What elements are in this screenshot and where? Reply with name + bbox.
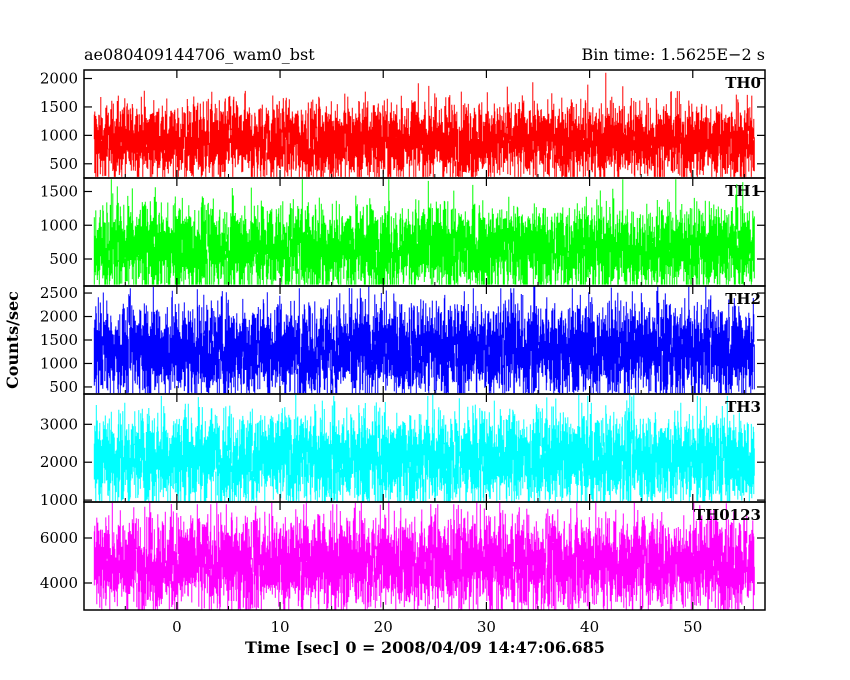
panel-th0123: 4000 6000 TH0123: [40, 501, 766, 611]
panel-label-th0123: TH0123: [694, 506, 761, 524]
panel-th3: 1000 2000 3000 TH3: [40, 393, 766, 509]
y-tick-label: 1000: [40, 491, 78, 509]
y-tick-label: 6000: [40, 529, 78, 547]
series-th2-line: [93, 286, 755, 394]
y-tick-label: 500: [49, 378, 78, 396]
panel-frame: [83, 501, 766, 611]
x-tick-label: 40: [580, 618, 599, 636]
y-tick-label: 1000: [40, 354, 78, 372]
series-th1-line: [93, 179, 755, 285]
panel-label-th1: TH1: [725, 182, 761, 200]
y-axis-label: Counts/sec: [3, 291, 22, 389]
y-tick-label: 1500: [40, 183, 78, 201]
panel-label-th2: TH2: [725, 290, 761, 308]
bin-time-label: Bin time: 1.5625E−2 s: [582, 45, 765, 64]
y-tick-label: 500: [49, 250, 78, 268]
series-th3-line: [93, 394, 755, 502]
y-tick-label: 1000: [40, 126, 78, 144]
y-tick-label: 2000: [40, 308, 78, 326]
y-tick-label: 3000: [40, 415, 78, 433]
series-th0-line: [93, 72, 755, 177]
y-tick-label: 1500: [40, 98, 78, 116]
plot-title: ae080409144706_wam0_bst: [84, 45, 315, 64]
panel-th2: 500 1000 1500 2000 2500 TH2: [40, 284, 766, 396]
series-th0123-line: [93, 502, 755, 610]
x-tick-label: 0: [172, 618, 182, 636]
y-tick-label: 4000: [40, 574, 78, 592]
x-axis: 0 10 20 30 40 50: [172, 618, 702, 636]
y-tick-label: 1500: [40, 331, 78, 349]
x-tick-label: 30: [477, 618, 496, 636]
panel-label-th0: TH0: [725, 74, 761, 92]
x-axis-label: Time [sec] 0 = 2008/04/09 14:47:06.685: [245, 638, 605, 657]
panel-th0: 500 1000 1500 2000 TH0: [40, 69, 766, 179]
y-tick-label: 2000: [40, 453, 78, 471]
y-tick-label: 2000: [40, 70, 78, 88]
x-tick-label: 50: [683, 618, 702, 636]
y-tick-label: 2500: [40, 284, 78, 302]
x-tick-label: 10: [270, 618, 289, 636]
panel-th1: 500 1000 1500 TH1: [40, 177, 766, 287]
y-tick-label: 1000: [40, 216, 78, 234]
y-tick-label: 500: [49, 155, 78, 173]
x-tick-label: 20: [374, 618, 393, 636]
panel-label-th3: TH3: [725, 398, 761, 416]
